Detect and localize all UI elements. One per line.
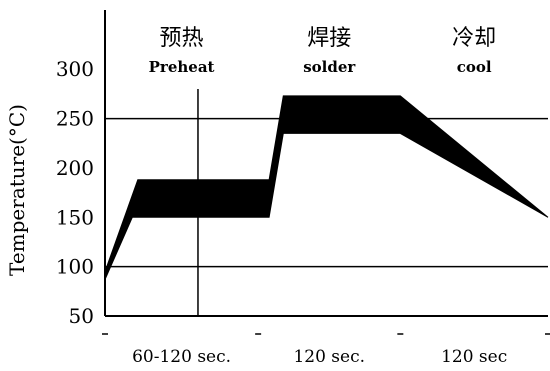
phase-title-zh-1: 焊接 [307, 26, 351, 51]
temperature-profile-band [104, 95, 549, 280]
band-layer [104, 95, 549, 280]
phase-duration-1: 120 sec. [293, 347, 365, 367]
phase-title-en-1: solder [303, 58, 356, 76]
phase-duration-2: 120 sec [441, 347, 507, 367]
y-tick-label-150: 150 [56, 205, 94, 229]
label-layer: 50 100 150 200 250 300 预热 Preheat 60-120 sec. 焊接 s… [56, 26, 550, 367]
phase-title-zh-0: 预热 [160, 26, 204, 51]
y-tick-label-300: 300 [56, 57, 94, 81]
y-tick-label-200: 200 [56, 156, 94, 180]
phase-duration-0: 60-120 sec. [132, 347, 231, 367]
y-tick-label-250: 250 [56, 107, 94, 131]
phase-title-zh-2: 冷却 [452, 26, 496, 51]
y-tick-label-50: 50 [69, 304, 94, 328]
y-axis-label: Temperature(°C) [5, 104, 29, 276]
phase-title-en-2: cool [457, 58, 492, 76]
phase-title-en-0: Preheat [149, 58, 215, 76]
y-tick-label-100: 100 [56, 255, 94, 279]
axis-layer [104, 10, 548, 317]
